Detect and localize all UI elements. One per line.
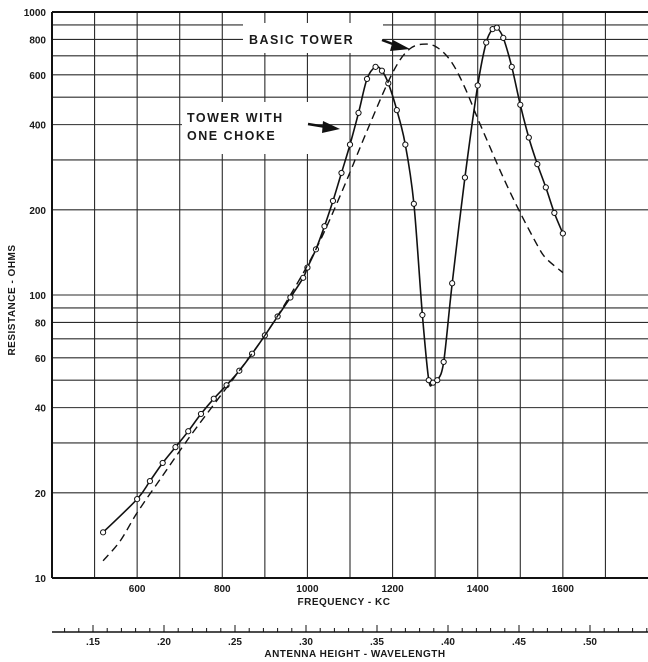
data-point [410, 200, 417, 207]
x-tick-labels: 600 800 1000 1200 1400 1600 [129, 584, 575, 595]
data-point [419, 311, 426, 319]
basic-tower-label-bg [243, 23, 383, 53]
data-point [99, 529, 107, 536]
basic-tower-curve [102, 43, 564, 562]
wavelength-tick-label: .30 [299, 637, 313, 648]
data-point [134, 496, 141, 503]
wavelength-tick-label: .25 [228, 637, 242, 648]
data-point [559, 230, 566, 237]
y-tick-label: 800 [29, 35, 46, 46]
y-tick-label: 1000 [24, 8, 47, 19]
data-point [338, 169, 345, 177]
data-point [197, 410, 205, 418]
data-point [461, 174, 469, 181]
data-point [329, 197, 337, 205]
data-point [185, 428, 192, 435]
basic-tower-arrow-head [390, 40, 410, 51]
choke-tower-label-line: TOWER WITH [187, 111, 284, 125]
data-point [449, 280, 456, 287]
data-point [525, 134, 532, 141]
choke-tower-label-bg [182, 102, 308, 154]
y-tick-labels: 10 20 40 60 80 100 200 400 600 800 1000 [24, 8, 47, 585]
wavelength-tick-label: .50 [583, 637, 597, 648]
data-point [434, 377, 441, 384]
data-point [402, 141, 409, 148]
data-point [172, 444, 179, 451]
x-tick-label: 600 [129, 584, 146, 595]
choke-tower-label-line: ONE CHOKE [187, 129, 276, 143]
x-tick-label: 1200 [381, 584, 404, 595]
data-point [493, 24, 500, 31]
data-point [508, 63, 515, 70]
x-axis-label: FREQUENCY - KC [298, 597, 391, 608]
choke-tower-curve [102, 26, 564, 533]
data-point [542, 184, 549, 191]
x-tick-label: 800 [214, 584, 231, 595]
x-tick-label: 1000 [296, 584, 319, 595]
data-point [346, 141, 354, 148]
y-tick-label: 200 [29, 206, 46, 217]
data-point [534, 161, 541, 168]
y-axis-label: RESISTANCE - OHMS [7, 244, 18, 355]
wavelength-axis: .15 .20 .25 .30 .35 .40 .45 .50 [52, 625, 648, 648]
series-layer [99, 24, 566, 562]
wavelength-tick-label: .45 [512, 637, 526, 648]
data-point [393, 107, 400, 114]
data-point [363, 75, 371, 83]
choke-tower-arrow-head [322, 121, 340, 133]
x-tick-label: 1600 [552, 584, 575, 595]
basic-tower-label: BASIC TOWER [249, 33, 354, 47]
data-point [517, 101, 524, 108]
data-point [146, 477, 154, 485]
data-point [474, 82, 481, 89]
data-point [378, 67, 386, 74]
wavelength-tick-label: .35 [370, 637, 384, 648]
data-point [300, 274, 307, 281]
data-point [159, 459, 166, 467]
y-tick-label: 60 [35, 354, 47, 365]
y-tick-label: 80 [35, 318, 47, 329]
data-point [483, 39, 490, 46]
annotations: BASIC TOWER TOWER WITH ONE CHOKE [182, 23, 410, 154]
wavelength-tick-label: .15 [86, 637, 100, 648]
x-tick-label: 1400 [467, 584, 490, 595]
data-point [355, 109, 362, 117]
data-point [551, 209, 558, 217]
y-tick-label: 600 [29, 71, 46, 82]
y-tick-label: 20 [35, 489, 47, 500]
data-point [287, 294, 294, 301]
wavelength-tick-label: .20 [157, 637, 171, 648]
x2-axis-label: ANTENNA HEIGHT - WAVELENGTH [264, 649, 445, 660]
y-tick-label: 100 [29, 291, 46, 302]
y-tick-label: 10 [35, 574, 47, 585]
data-point [210, 395, 217, 402]
y-tick-label: 40 [35, 404, 47, 415]
chart-axes [51, 11, 648, 579]
y-tick-label: 400 [29, 121, 46, 132]
data-point [500, 34, 507, 41]
wavelength-tick-label: .40 [441, 637, 455, 648]
data-point [372, 63, 379, 70]
data-point [440, 358, 447, 366]
